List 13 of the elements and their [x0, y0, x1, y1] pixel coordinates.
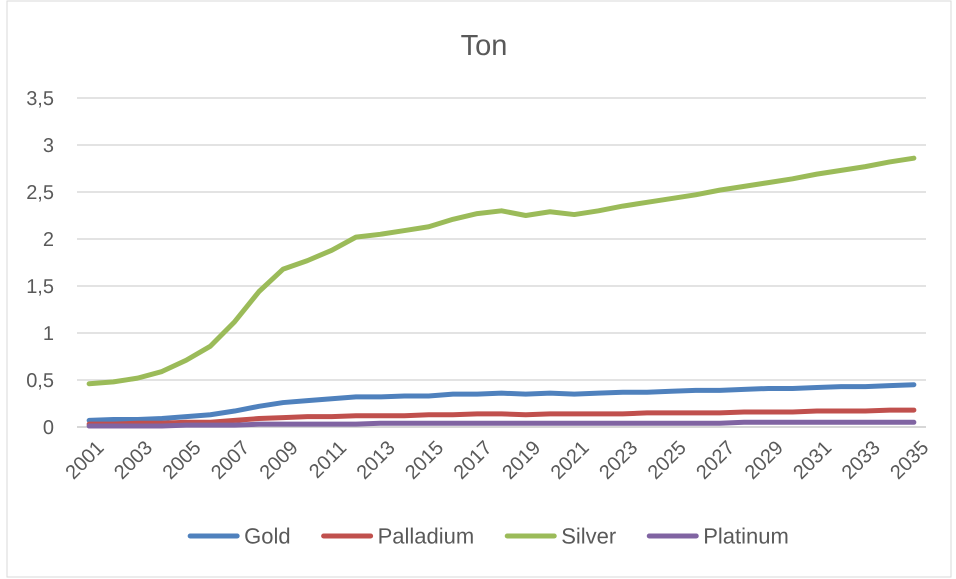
y-tick-label: 2 [42, 229, 54, 251]
y-tick-label: 1,5 [26, 276, 54, 298]
y-tick-label: 3,5 [26, 88, 54, 110]
y-tick-label: 0,5 [26, 370, 54, 392]
legend-label: Silver [561, 524, 616, 549]
legend-label: Platinum [703, 524, 789, 549]
legend-label: Gold [244, 524, 291, 549]
chart-title: Ton [460, 30, 508, 62]
y-tick-label: 1 [42, 323, 54, 345]
y-tick-label: 0 [42, 417, 54, 439]
y-tick-label: 2,5 [26, 182, 54, 204]
legend-label: Palladium [378, 524, 474, 549]
y-tick-label: 3 [42, 135, 54, 157]
